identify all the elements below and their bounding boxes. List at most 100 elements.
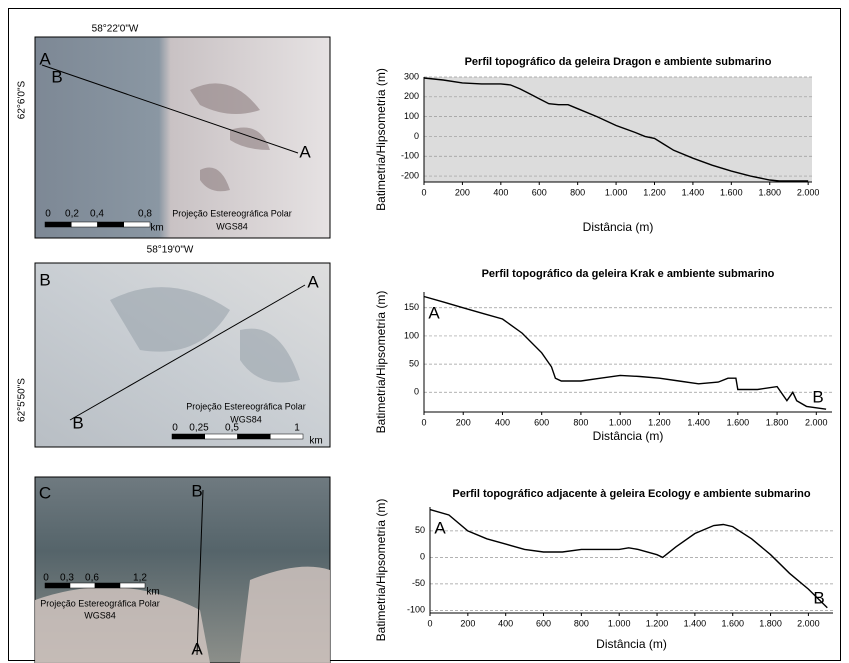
- x-tick-label: 400: [493, 187, 508, 197]
- x-tick-label: 2.000: [797, 187, 820, 197]
- map-letter: B: [51, 67, 62, 86]
- x-tick-label: 0: [421, 417, 426, 427]
- x-tick-label: 600: [534, 417, 549, 427]
- projection-label: Projeção Estereográfica Polar: [186, 401, 306, 411]
- chart-title: Perfil topográfico adjacente à geleira E…: [452, 488, 810, 500]
- scale-bar: [44, 221, 72, 228]
- plot-background: [430, 507, 833, 613]
- profile-endpoint: B: [813, 588, 824, 607]
- x-tick-label: 1.800: [766, 417, 789, 427]
- x-tick-label: 1.200: [643, 187, 666, 197]
- scale-bar: [237, 433, 271, 440]
- plot-background: [424, 292, 832, 412]
- projection-label: WGS84: [84, 610, 116, 620]
- scale-bar: [94, 582, 121, 589]
- scale-label: km: [150, 223, 163, 234]
- x-axis-title: Distância (m): [596, 637, 667, 651]
- profile-line: [423, 295, 827, 410]
- scale-label: 1,2: [133, 573, 147, 584]
- y-tick-label: 0: [414, 131, 419, 141]
- scale-label: 0,4: [90, 209, 104, 220]
- x-tick-label: 200: [460, 618, 475, 628]
- y-tick-label: 0: [420, 552, 425, 562]
- scale-label: 0,25: [189, 423, 209, 434]
- profile-line: [423, 77, 809, 182]
- x-axis-title: Distância (m): [593, 429, 664, 443]
- longitude-label: 58°19'0"W: [147, 245, 194, 256]
- x-tick-label: 1.200: [648, 417, 671, 427]
- x-axis-title: Distância (m): [583, 220, 654, 234]
- y-tick-label: 100: [404, 330, 419, 340]
- profile-line: [196, 489, 204, 656]
- scale-label: 0: [172, 423, 178, 434]
- plot-background: [424, 77, 812, 182]
- x-tick-label: 1.400: [682, 187, 705, 197]
- x-tick-label: 1.400: [687, 417, 710, 427]
- projection-label: WGS84: [216, 221, 248, 231]
- scale-bar: [204, 433, 238, 440]
- projection-label: Projeção Estereográfica Polar: [40, 598, 160, 608]
- x-tick-label: 1.000: [608, 618, 631, 628]
- map-letter: A: [191, 639, 203, 658]
- x-tick-label: 400: [498, 618, 513, 628]
- scale-label: 1: [294, 423, 300, 434]
- scale-label: 0,6: [85, 573, 99, 584]
- x-tick-label: 1.200: [646, 618, 669, 628]
- y-axis-title: Batimetria/Hipsometria (m): [374, 291, 388, 434]
- x-tick-label: 1.800: [759, 618, 782, 628]
- x-tick-label: 800: [574, 618, 589, 628]
- x-tick-label: 1.600: [727, 417, 750, 427]
- y-tick-label: -200: [401, 170, 419, 180]
- x-tick-label: 600: [532, 187, 547, 197]
- projection-label: WGS84: [230, 414, 262, 424]
- latitude-label: 62°6'0"S: [17, 80, 28, 119]
- x-tick-label: 600: [536, 618, 551, 628]
- scale-bar: [123, 221, 151, 228]
- scale-label: 0,5: [225, 423, 239, 434]
- latitude-label: 62°5'50"S: [17, 378, 28, 422]
- x-tick-label: 1.600: [720, 187, 743, 197]
- x-tick-label: 800: [573, 417, 588, 427]
- profile-endpoint: A: [434, 518, 446, 537]
- scale-bar: [44, 582, 71, 589]
- profile-endpoint: A: [428, 303, 440, 322]
- scale-bar: [69, 582, 96, 589]
- map-letter: A: [39, 49, 51, 68]
- profile-line: [41, 64, 299, 154]
- y-axis-title: Batimetria/Hipsometria (m): [374, 68, 388, 211]
- x-tick-label: 200: [456, 417, 471, 427]
- y-tick-label: 0: [414, 387, 419, 397]
- scale-bar: [71, 221, 98, 228]
- map-image: [34, 36, 331, 239]
- x-tick-label: 400: [495, 417, 510, 427]
- x-tick-label: 1.000: [605, 187, 628, 197]
- x-tick-label: 0: [427, 618, 432, 628]
- scale-label: 0: [45, 209, 51, 220]
- chart-title: Perfil topográfico da geleira Krak e amb…: [482, 268, 775, 280]
- figure-border: [8, 8, 841, 661]
- x-tick-label: 1.600: [721, 618, 744, 628]
- x-tick-label: 2.000: [797, 618, 820, 628]
- y-tick-label: 200: [404, 91, 419, 101]
- y-tick-label: 50: [415, 525, 425, 535]
- map-letter: B: [191, 481, 202, 500]
- y-axis-title: Batimetria/Hipsometria (m): [374, 499, 388, 642]
- x-tick-label: 200: [455, 187, 470, 197]
- scale-bar: [270, 433, 304, 440]
- map-letter: B: [39, 270, 50, 289]
- scale-label: 0,3: [60, 573, 74, 584]
- y-tick-label: 300: [404, 71, 419, 81]
- y-tick-label: 100: [404, 111, 419, 121]
- x-tick-label: 0: [421, 187, 426, 197]
- scale-label: km: [309, 436, 322, 447]
- scale-bar: [97, 221, 124, 228]
- x-tick-label: 1.000: [609, 417, 632, 427]
- y-tick-label: -100: [407, 605, 425, 615]
- y-tick-label: -50: [412, 578, 425, 588]
- scale-label: 0,8: [138, 209, 152, 220]
- x-tick-label: 800: [570, 187, 585, 197]
- y-tick-label: -100: [401, 151, 419, 161]
- map-letter: C: [39, 483, 51, 502]
